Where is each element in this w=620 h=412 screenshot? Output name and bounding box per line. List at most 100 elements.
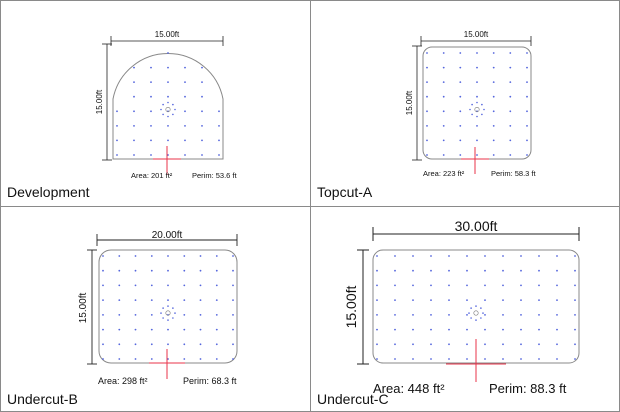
- drill-hole: [574, 255, 576, 257]
- drill-hole: [509, 52, 512, 54]
- drill-hole: [199, 269, 202, 272]
- drill-hole: [526, 139, 528, 142]
- drill-hole: [526, 125, 528, 127]
- drill-hole: [459, 139, 462, 142]
- drill-hole: [150, 314, 153, 316]
- drill-hole: [167, 328, 169, 331]
- drill-hole: [162, 307, 164, 309]
- drill-hole: [426, 52, 428, 54]
- drill-hole: [160, 312, 162, 314]
- drill-hole: [484, 255, 486, 257]
- drill-hole: [376, 299, 378, 301]
- drill-hole: [556, 284, 558, 287]
- drill-hole: [520, 269, 522, 272]
- perim-label: Perim: 68.3 ft: [183, 376, 237, 386]
- drill-hole: [184, 95, 186, 98]
- drill-hole: [502, 328, 504, 331]
- drill-hole: [538, 343, 540, 346]
- drill-hole: [118, 343, 121, 346]
- drill-hole: [199, 328, 202, 331]
- drill-hole: [150, 139, 152, 142]
- drill-hole: [459, 110, 462, 113]
- drill-hole: [481, 103, 483, 106]
- drill-hole: [184, 81, 186, 83]
- drill-hole: [476, 52, 478, 54]
- drill-hole: [538, 314, 540, 316]
- drill-hole: [199, 255, 202, 257]
- undercut-b-profile-svg: 20.00ft 15.00ft Area: 298 ft² Perim: 68.…: [78, 230, 238, 386]
- drill-hole: [183, 343, 186, 346]
- drill-hole: [134, 284, 137, 287]
- drill-hole: [412, 284, 414, 287]
- drill-hole: [502, 255, 504, 257]
- drill-hole: [426, 110, 428, 113]
- drill-hole: [526, 95, 528, 98]
- drill-hole: [492, 125, 495, 127]
- drill-hole: [172, 103, 174, 106]
- drill-hole: [574, 269, 576, 272]
- drill-hole: [199, 284, 202, 287]
- drill-hole: [476, 95, 478, 98]
- drill-hole: [492, 139, 495, 142]
- drill-hole: [574, 343, 576, 346]
- drill-hole: [134, 343, 137, 346]
- drill-hole: [538, 269, 540, 272]
- drill-hole: [484, 284, 486, 287]
- drill-hole: [183, 284, 186, 287]
- drill-hole: [394, 358, 396, 360]
- drill-hole: [484, 328, 486, 331]
- drill-hole: [471, 113, 473, 116]
- drill-hole: [492, 110, 495, 113]
- height-label: 15.00ft: [95, 89, 104, 114]
- drill-hole: [215, 358, 218, 360]
- drill-hole: [150, 255, 153, 257]
- drill-hole: [476, 101, 478, 104]
- drill-hole: [218, 110, 220, 113]
- drill-hole: [118, 255, 121, 257]
- drill-hole: [430, 269, 432, 272]
- drill-hole: [116, 110, 118, 113]
- drill-hole: [150, 299, 153, 301]
- drill-hole: [167, 101, 169, 104]
- drill-hole: [174, 108, 176, 111]
- drill-hole: [167, 154, 169, 156]
- drill-hole: [556, 343, 558, 346]
- drill-hole: [184, 154, 186, 156]
- drill-hole: [448, 343, 450, 346]
- drill-hole: [526, 66, 528, 69]
- burn-cut-hole: [473, 310, 479, 316]
- drill-hole: [509, 66, 512, 69]
- drill-hole: [476, 81, 478, 83]
- drill-hole: [556, 255, 558, 257]
- drill-hole: [502, 299, 504, 301]
- drill-hole: [466, 328, 468, 331]
- drill-hole: [426, 66, 428, 69]
- drill-hole: [167, 81, 169, 83]
- drill-hole: [412, 299, 414, 301]
- drill-hole: [150, 110, 152, 113]
- drill-hole: [150, 95, 152, 98]
- undercut-c-drill-holes: [376, 255, 576, 360]
- drill-hole: [412, 358, 414, 360]
- drill-hole: [232, 299, 234, 301]
- drill-hole: [459, 154, 462, 156]
- drill-hole: [162, 113, 164, 116]
- panel-caption-undercut-c: Undercut-C: [317, 391, 389, 407]
- drill-hole: [574, 358, 576, 360]
- topcut-a-drill-holes: [426, 52, 528, 156]
- drill-hole: [215, 284, 218, 287]
- panel-undercut-c: 30.00ft 15.00ft Area: 448 ft² Perim: 88.…: [310, 206, 620, 412]
- drill-hole: [442, 139, 445, 142]
- drill-hole: [133, 81, 135, 83]
- development-profile-svg: 15.00ft 15.00ft Area: 201 ft² Perim: 53.…: [95, 30, 238, 180]
- perim-label: Perim: 58.3 ft: [491, 169, 537, 178]
- drill-hole: [232, 328, 234, 331]
- drill-hole: [466, 255, 468, 257]
- drill-hole: [118, 284, 121, 287]
- height-label: 15.00ft: [78, 292, 89, 323]
- drill-hole: [150, 81, 152, 83]
- drill-hole: [150, 284, 153, 287]
- drill-hole: [412, 269, 414, 272]
- drill-hole: [502, 269, 504, 272]
- drill-hole: [394, 255, 396, 257]
